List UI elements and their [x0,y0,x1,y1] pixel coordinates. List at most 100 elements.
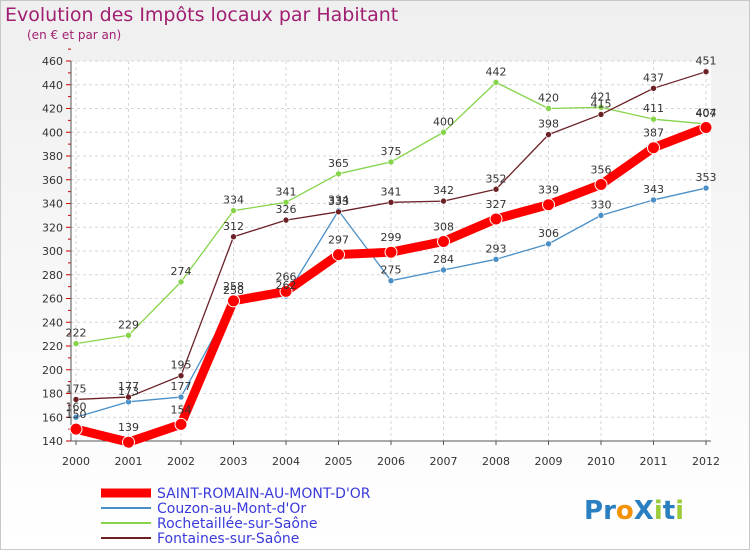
data-point [545,105,552,112]
legend-label: Rochetaillée-sur-Saône [157,516,317,532]
data-label: 420 [538,92,559,105]
data-point [437,235,450,248]
data-label: 306 [538,227,559,240]
data-point [72,413,80,421]
y-tick-label: 280 [42,269,63,282]
logo-letter: t [663,496,675,526]
data-point [699,121,713,134]
data-label: 229 [118,318,139,331]
logo-letter: X [634,496,654,526]
logo-letter: o [616,496,634,526]
data-point [387,158,395,166]
data-point [440,197,447,205]
data-label: 173 [118,385,139,398]
data-label: 333 [328,195,349,208]
data-label: 274 [171,265,192,278]
legend-label: Fontaines-sur-Saône [157,531,299,547]
data-point [597,212,605,219]
data-point [492,79,500,86]
data-point [384,245,398,259]
y-tick-label: 160 [42,411,63,424]
data-point [282,199,290,206]
y-tick-label: 320 [42,221,63,234]
data-point [122,435,135,449]
data-point [125,393,132,401]
y-tick-label: 380 [42,150,63,163]
data-label: 262 [276,279,297,292]
data-point [387,277,395,284]
data-label: 258 [223,284,244,297]
data-label: 195 [171,359,192,372]
data-label: 299 [381,231,402,244]
x-tick-label: 2012 [692,455,720,468]
data-label: 404 [696,107,717,120]
logo-letter: i [654,496,663,526]
data-point [440,266,447,274]
data-label: 308 [433,221,454,234]
chart-subtitle: (en € et par an) [27,28,122,42]
data-label: 334 [328,194,349,207]
data-label: 341 [276,185,297,198]
x-tick-label: 2006 [377,455,405,468]
data-point [650,85,657,92]
x-tick-label: 2011 [640,455,668,468]
data-label: 451 [696,55,717,68]
data-point [387,199,395,206]
data-label: 365 [328,157,349,170]
data-point [335,170,342,178]
data-point [279,284,293,298]
data-point [335,208,342,216]
data-label: 327 [486,198,507,211]
data-label: 415 [591,97,612,110]
x-tick-label: 2000 [62,455,90,468]
data-label: 387 [643,127,664,140]
data-label: 312 [223,220,244,233]
y-tick-label: 260 [42,293,63,306]
y-tick-label: 220 [42,340,63,353]
y-tick-label: 460 [42,55,63,68]
data-label: 400 [433,115,454,128]
data-label: 339 [538,184,559,197]
data-point [702,184,710,192]
data-point [177,372,185,379]
x-tick-label: 2002 [167,455,195,468]
x-tick-label: 2007 [430,455,458,468]
legend-label: SAINT-ROMAIN-AU-MONT-D'OR [157,486,371,502]
data-label: 411 [643,102,664,115]
data-label: 297 [328,234,349,247]
data-point [647,141,660,155]
data-point [230,207,237,214]
data-point [594,178,608,191]
y-tick-label: 240 [42,316,63,329]
x-tick-label: 2009 [535,455,563,468]
data-point [227,294,240,308]
data-point [545,131,552,138]
data-label: 139 [118,421,139,434]
data-label: 353 [696,171,717,184]
y-tick-label: 420 [42,103,63,116]
y-tick-label: 200 [42,364,63,377]
data-point [174,417,188,431]
y-tick-label: 440 [42,79,63,92]
data-label: 341 [381,185,402,198]
data-point [545,240,552,248]
data-label: 342 [433,184,454,197]
data-label: 222 [66,327,87,340]
x-tick-label: 2010 [587,455,615,468]
x-tick-label: 2008 [482,455,510,468]
data-label: 160 [66,400,87,413]
y-tick-label: 340 [42,198,63,211]
data-label: 421 [591,90,612,103]
data-label: 284 [433,253,454,266]
y-tick-label: 300 [42,245,63,258]
data-label: 177 [118,380,139,393]
data-point [69,422,83,436]
data-label: 326 [276,203,297,216]
data-label: 437 [643,71,664,84]
logo-letter: i [675,496,684,526]
y-tick-label: 140 [42,435,63,448]
data-point [650,196,657,204]
data-point [597,111,605,118]
